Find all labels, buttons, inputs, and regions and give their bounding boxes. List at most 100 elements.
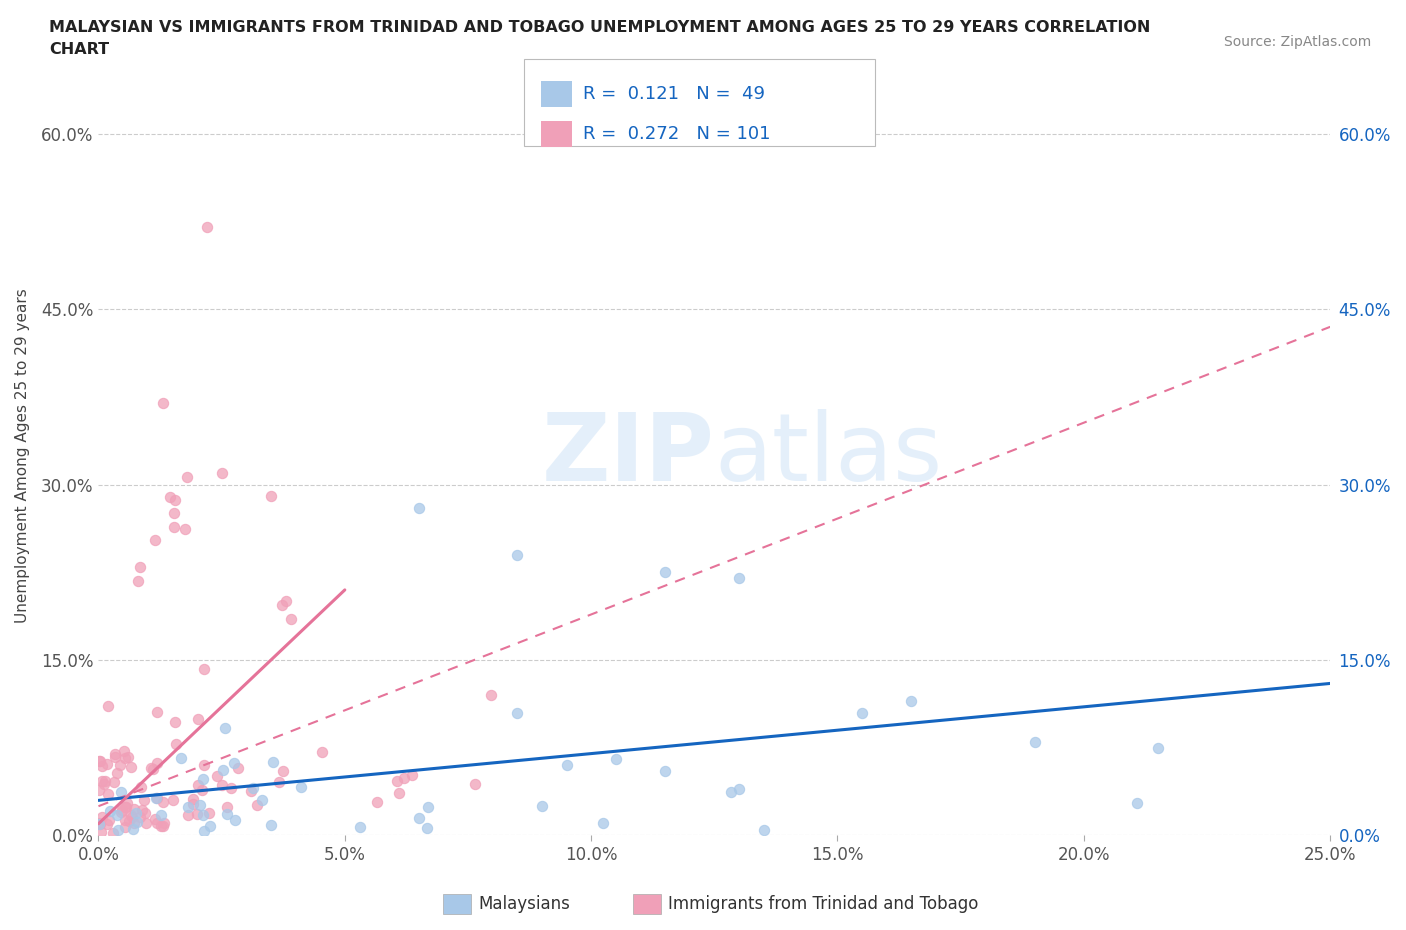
Point — [262, 754, 284, 769]
Point — [193, 661, 215, 676]
Point — [464, 777, 486, 791]
Point — [720, 785, 742, 800]
Point — [349, 819, 371, 834]
Point — [605, 752, 627, 767]
Point — [165, 714, 187, 729]
Point — [114, 813, 136, 828]
Point — [198, 818, 221, 833]
Point — [186, 806, 208, 821]
Point — [153, 816, 176, 830]
Point — [176, 470, 198, 485]
Point — [163, 520, 186, 535]
Point — [97, 786, 120, 801]
Point — [117, 750, 139, 764]
Point — [416, 800, 439, 815]
Point — [162, 792, 184, 807]
Point — [408, 500, 430, 515]
Point — [242, 780, 264, 795]
Point — [96, 817, 118, 831]
Point — [110, 803, 132, 817]
Point — [193, 823, 215, 838]
Point — [128, 809, 150, 824]
Point — [146, 790, 169, 805]
Point — [97, 698, 120, 713]
Point — [530, 799, 553, 814]
Point — [165, 737, 187, 751]
Point — [479, 687, 502, 702]
Point — [145, 790, 167, 805]
Point — [142, 762, 165, 777]
Point — [89, 816, 111, 830]
Point — [129, 560, 152, 575]
Point — [366, 795, 388, 810]
Point — [401, 767, 423, 782]
Point — [592, 816, 614, 830]
Point — [103, 775, 125, 790]
Point — [131, 803, 153, 817]
Point — [152, 818, 174, 833]
Point — [129, 779, 152, 794]
Point — [127, 815, 149, 830]
Point — [163, 493, 186, 508]
Point — [191, 772, 214, 787]
Point — [311, 745, 333, 760]
Point — [98, 813, 121, 828]
Point — [90, 824, 112, 839]
Point — [132, 792, 155, 807]
Point — [107, 822, 129, 837]
Point — [506, 705, 529, 720]
Point — [176, 800, 198, 815]
Point — [181, 797, 204, 812]
Point — [654, 565, 676, 579]
Point — [118, 814, 141, 829]
Point — [197, 805, 219, 820]
Point — [214, 721, 236, 736]
Point — [191, 807, 214, 822]
Point — [98, 804, 121, 818]
Point — [259, 817, 281, 832]
Point — [211, 778, 233, 793]
Point — [152, 395, 174, 410]
Point — [152, 795, 174, 810]
Point — [149, 818, 172, 833]
Text: CHART: CHART — [49, 42, 110, 57]
Point — [120, 760, 142, 775]
Point — [159, 489, 181, 504]
Point — [135, 816, 157, 830]
Text: MALAYSIAN VS IMMIGRANTS FROM TRINIDAD AND TOBAGO UNEMPLOYMENT AMONG AGES 25 TO 2: MALAYSIAN VS IMMIGRANTS FROM TRINIDAD AN… — [49, 20, 1150, 35]
Point — [89, 816, 111, 830]
Point — [387, 774, 409, 789]
Point — [280, 612, 302, 627]
Point — [110, 804, 132, 819]
Point — [145, 704, 167, 719]
Point — [114, 751, 136, 765]
Point — [273, 764, 295, 778]
Point — [290, 779, 312, 794]
Point — [388, 786, 411, 801]
Point — [143, 532, 166, 547]
Point — [146, 815, 169, 830]
Point — [89, 817, 111, 831]
Point — [122, 821, 145, 836]
Point — [205, 768, 228, 783]
Point — [408, 811, 430, 826]
Point — [163, 506, 186, 521]
Point — [177, 807, 200, 822]
Point — [114, 800, 136, 815]
Point — [183, 791, 205, 806]
Point — [506, 548, 529, 563]
Point — [89, 753, 111, 768]
Text: Source: ZipAtlas.com: Source: ZipAtlas.com — [1223, 35, 1371, 49]
Text: R =  0.121   N =  49: R = 0.121 N = 49 — [583, 85, 765, 103]
Point — [108, 757, 131, 772]
Point — [187, 777, 209, 792]
Point — [900, 694, 922, 709]
Point — [146, 755, 169, 770]
Point — [728, 571, 751, 586]
Point — [114, 819, 136, 834]
Point — [654, 764, 676, 778]
Text: atlas: atlas — [714, 409, 942, 501]
Point — [752, 822, 775, 837]
Point — [89, 782, 111, 797]
Point — [170, 751, 193, 765]
